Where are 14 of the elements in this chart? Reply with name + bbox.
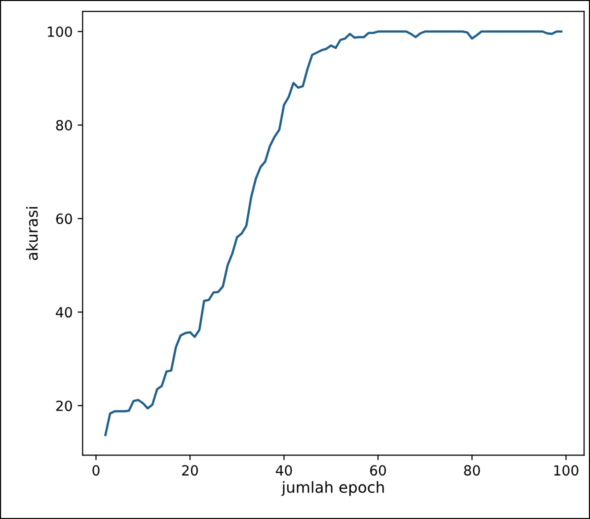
x-tick-label: 20: [182, 465, 198, 476]
y-axis-title: akurasi: [26, 207, 38, 260]
x-tick-label: 0: [92, 465, 100, 476]
line-series: [104, 30, 562, 436]
x-tick-label: 40: [276, 465, 292, 476]
y-tick-label: 60: [56, 214, 72, 224]
y-tick-label: 100: [48, 26, 72, 37]
y-tick-label: 20: [56, 400, 72, 412]
x-tick-label: 60: [370, 465, 386, 476]
x-tick-label: 80: [464, 465, 480, 476]
x-tick-label: 100: [554, 465, 578, 476]
y-tick-label: 40: [56, 307, 72, 318]
y-tick-label: 80: [56, 120, 72, 131]
x-axis-title: jumlah epoch: [281, 481, 384, 496]
